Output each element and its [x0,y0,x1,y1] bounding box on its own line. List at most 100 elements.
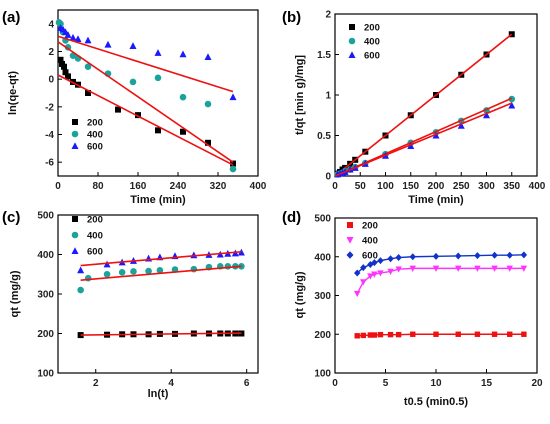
data-point [115,106,121,113]
x-tick-label: 0 [332,181,338,192]
x-tick-label: 400 [250,181,267,192]
data-point [64,31,72,38]
y-axis-label: qt (mg/g) [294,271,306,318]
x-tick-label: 4 [168,378,174,389]
y-tick-label: 500 [314,214,331,225]
y-tick-label: 200 [314,330,331,341]
y-tick-label: -6 [45,158,54,169]
series-400: 400 [334,37,516,178]
data-point [387,268,394,275]
data-point [84,63,92,71]
legend-label: 600 [364,51,380,62]
x-axis-label: ln(t) [148,388,169,400]
x-tick-label: 300 [478,181,495,192]
series-600: 600 [57,24,237,153]
data-point [387,255,394,263]
data-point [491,265,498,272]
data-point [85,90,91,96]
y-axis-label: t/qt [min g)/mg] [294,55,306,135]
legend-marker [72,216,78,222]
data-point [508,101,516,109]
data-point [130,268,137,275]
y-axis-label: qt (mg/g) [9,270,21,317]
data-point [432,252,440,260]
data-point [367,273,374,280]
data-point [77,266,85,274]
data-point [395,331,402,338]
data-point [104,40,112,48]
legend-label: 600 [87,142,103,153]
y-tick-label: 300 [37,290,54,301]
x-axis-label: t0.5 (min0.5) [404,396,469,408]
data-point [506,251,513,259]
panel-label: (a) [2,9,20,26]
data-point [360,332,366,339]
y-tick-label: 0.5 [317,131,331,142]
x-tick-label: 80 [92,181,104,192]
data-point [135,112,141,119]
data-point [354,269,361,277]
data-point [179,50,187,58]
legend-marker [72,119,78,125]
panel-d: (d) 0 5 10 15 20 100 200 300 400 500 t0.5 (min0.5) q… [282,209,543,408]
legend-label: 600 [87,247,103,258]
legend-label: 200 [87,215,103,226]
x-tick-label: 6 [244,378,250,389]
data-point [457,121,465,129]
data-point [129,78,137,86]
data-point [224,263,232,270]
series-200: 200 [334,23,515,177]
legend-marker [346,251,354,259]
data-point [377,257,384,265]
data-point [377,331,384,338]
data-point [521,331,527,337]
data-point [433,331,439,337]
data-point [520,265,528,272]
legend-marker [71,142,79,149]
data-point [506,265,513,272]
y-tick-label: 0 [48,75,54,86]
panel-label: (d) [282,209,301,226]
panel-label: (b) [282,9,301,26]
data-point [354,333,360,339]
legend-marker [348,51,356,58]
legend-label: 600 [362,251,378,262]
data-point [360,279,367,286]
x-tick-label: 15 [481,378,493,389]
x-tick-label: 160 [130,181,147,192]
data-point [57,56,64,63]
series-200: 200 [347,221,527,339]
x-tick-label: 320 [210,181,227,192]
legend-marker [346,237,354,244]
data-point [205,139,211,146]
fit-line [334,33,513,177]
panel-b: (b) 0 50 100 150 200 250 300 350 400 0 0.5 1 1.5 2 Time… [282,9,546,206]
data-point [407,142,415,150]
data-point [520,251,528,259]
data-point [230,160,236,167]
series-400: 400 [71,231,245,294]
data-point [154,49,162,56]
data-point [409,253,416,261]
data-point [474,331,481,337]
legend-marker [71,231,79,239]
data-point [455,265,462,272]
data-point [129,42,137,49]
y-tick-label: 500 [37,211,54,222]
x-tick-label: 200 [428,181,445,192]
y-tick-label: 200 [37,329,54,340]
data-point [474,265,481,272]
data-point [377,270,384,277]
panel-label: (c) [2,209,20,226]
y-tick-label: 300 [314,291,331,302]
data-point [491,331,498,337]
series-400: 400 [346,236,528,298]
data-point [156,267,164,274]
legend-label: 400 [87,231,103,242]
legend-marker [349,24,355,30]
data-point [367,332,374,338]
data-point [204,53,212,61]
legend-marker [347,222,353,228]
x-tick-label: 0 [55,181,61,192]
y-tick-label: 100 [37,369,54,380]
